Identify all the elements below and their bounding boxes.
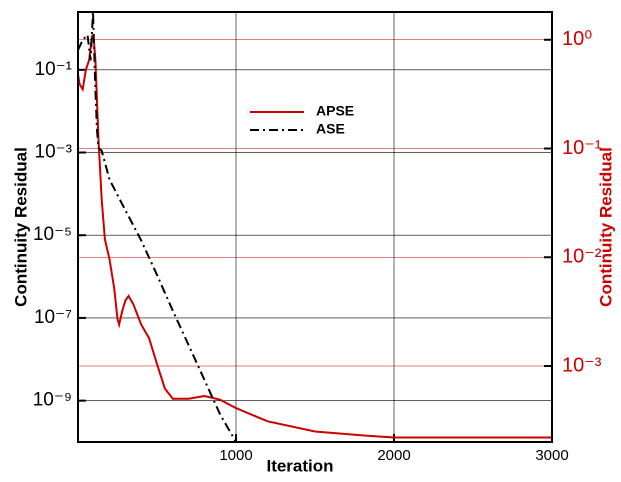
y2-tick-label: 10⁻² <box>562 246 602 268</box>
plot-area <box>78 12 552 442</box>
y-tick-label: 10⁻⁹ <box>33 390 72 411</box>
y2-tick-label: 10⁰ <box>562 28 592 50</box>
x-tick-label: 3000 <box>535 447 568 464</box>
y-tick-label: 10⁻³ <box>35 142 73 163</box>
y-tick-label: 10⁻⁵ <box>33 224 72 245</box>
x-tick-label: 1000 <box>219 447 252 464</box>
y-tick-label: 10⁻⁷ <box>34 307 72 328</box>
series-line <box>78 34 552 439</box>
legend-label: APSE <box>316 103 354 119</box>
x-tick-label: 2000 <box>377 447 410 464</box>
y2-tick-label: 10⁻¹ <box>562 137 602 159</box>
y2-tick-label: 10⁻³ <box>562 354 602 376</box>
x-axis-label: Iteration <box>266 456 333 475</box>
plot-frame <box>77 11 553 443</box>
y-axis-label: Continuity Residual <box>11 147 30 307</box>
y-tick-label: 10⁻¹ <box>35 59 73 80</box>
legend-label: ASE <box>316 121 345 137</box>
y2-axis-label: Continuity Residual <box>596 147 615 307</box>
series-line <box>78 12 237 442</box>
